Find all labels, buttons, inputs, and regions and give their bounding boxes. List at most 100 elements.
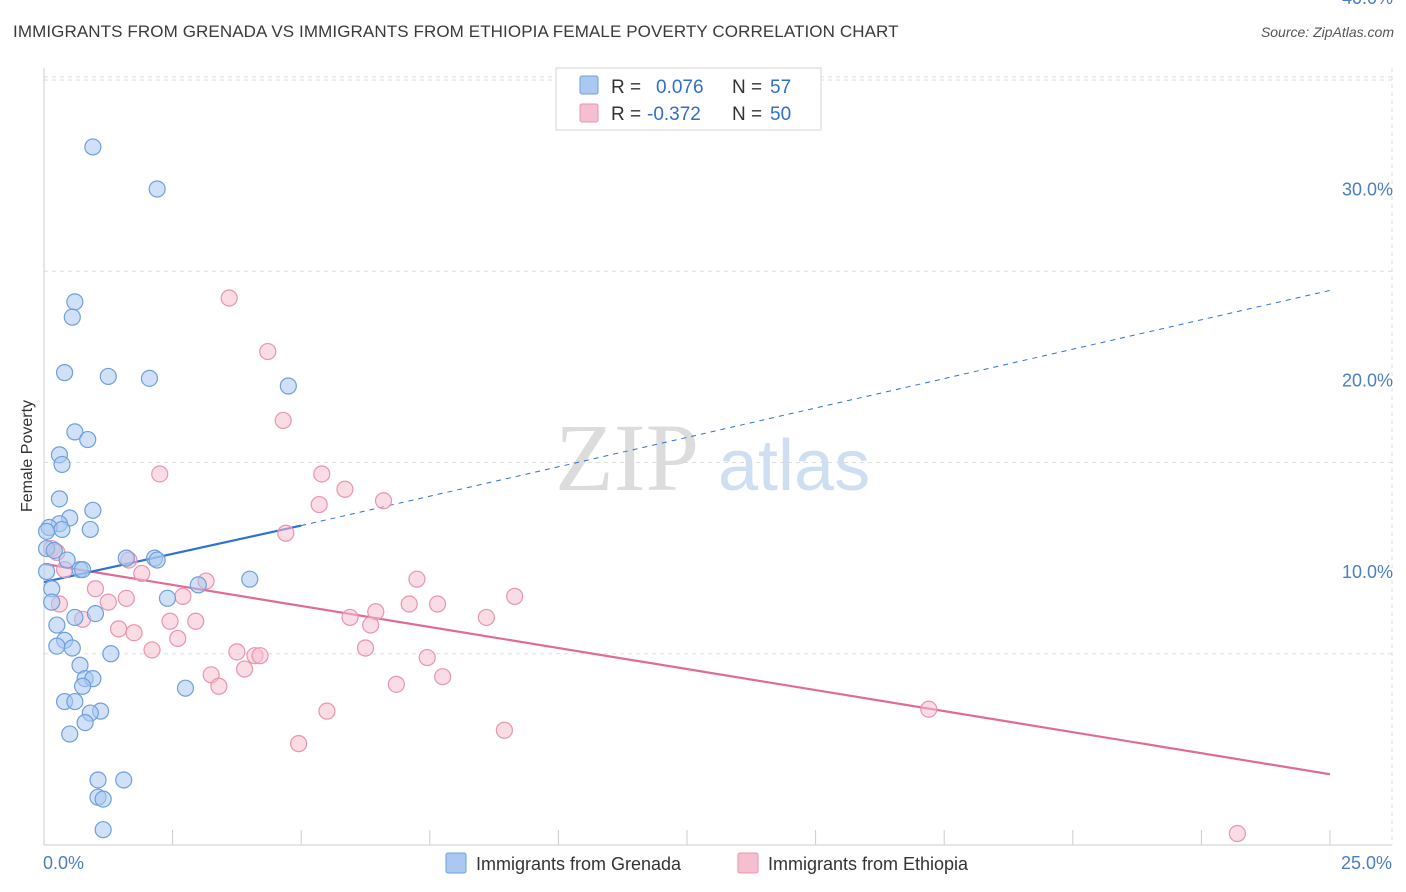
grenada-point-18 <box>53 520 71 539</box>
ethiopia-point-36 <box>228 643 246 661</box>
legend-box <box>555 67 822 131</box>
x-ticks <box>43 830 1331 845</box>
grenada-point-36 <box>48 616 66 634</box>
legend-r-value-grenada: 0.076 <box>656 77 704 98</box>
ethiopia-point-32 <box>125 624 143 642</box>
ethiopia-point-48 <box>290 735 308 753</box>
series-legend-swatch-ethiopia <box>737 852 759 874</box>
grenada-point-51 <box>61 725 79 743</box>
ethiopia-point-27 <box>161 612 179 630</box>
ethiopia-point-16 <box>86 580 105 598</box>
grenada-point-47 <box>66 692 84 711</box>
ethiopia-trend-line <box>43 562 1331 776</box>
grenada-point-53 <box>115 771 133 789</box>
grenada-point-17 <box>37 522 56 540</box>
y-tick-label-30: 30.0% <box>1342 179 1393 199</box>
grenada-point-29 <box>241 570 259 588</box>
legend-n-value-ethiopia: 50 <box>770 104 791 125</box>
grenada-point-56 <box>94 821 112 839</box>
ethiopia-point-39 <box>418 648 436 667</box>
ethiopia-point-31 <box>362 616 380 634</box>
ethiopia-point-47 <box>495 721 513 739</box>
grenada-point-44 <box>73 677 92 695</box>
axes <box>43 68 1392 846</box>
ethiopia-point-6 <box>310 495 328 514</box>
series-legend-swatch-grenada <box>445 852 467 874</box>
grenada-point-7 <box>279 377 297 395</box>
legend-r-label-grenada: R = <box>611 77 641 98</box>
ethiopia-point-43 <box>210 677 228 695</box>
ethiopia-point-22 <box>400 595 418 613</box>
ethiopia-point-23 <box>428 595 447 613</box>
grenada-point-19 <box>81 520 99 539</box>
series-legend: Immigrants from Grenada Immigrants from … <box>445 852 969 874</box>
grenada-point-0 <box>84 138 102 156</box>
ethiopia-point-8 <box>277 524 295 542</box>
grenada-point-26 <box>37 562 56 581</box>
y-tick-label-10: 10.0% <box>1342 562 1393 582</box>
grenada-point-30 <box>189 576 207 594</box>
grenada-point-55 <box>94 790 112 808</box>
grenada-point-8 <box>66 423 84 441</box>
grenada-point-4 <box>55 364 74 382</box>
ethiopia-point-40 <box>236 660 254 678</box>
grenada-point-21 <box>45 541 63 560</box>
ethiopia-point-0 <box>220 289 238 307</box>
ethiopia-point-42 <box>434 668 452 686</box>
y-tick-label-40: 40.0% <box>1342 0 1393 8</box>
watermark-atlas: atlas <box>718 426 870 506</box>
x-tick-label-min: 0.0% <box>43 853 84 873</box>
grenada-point-22 <box>58 551 76 569</box>
ethiopia-point-49 <box>1228 824 1247 843</box>
ethiopia-point-28 <box>187 612 205 630</box>
ethiopia-point-44 <box>387 675 405 693</box>
ethiopia-point-46 <box>318 702 336 720</box>
ethiopia-point-17 <box>174 587 192 605</box>
ethiopia-point-25 <box>341 608 359 627</box>
legend-n-label-ethiopia: N = <box>732 104 762 125</box>
trend-lines <box>43 289 1331 776</box>
grenada-point-9 <box>79 430 97 449</box>
y-tick-label-20: 20.0% <box>1342 371 1393 391</box>
grenada-point-12 <box>50 490 69 508</box>
ethiopia-point-45 <box>920 700 938 718</box>
ethiopia-point-5 <box>336 480 354 498</box>
ethiopia-point-1 <box>259 342 277 361</box>
legend-n-label-grenada: N = <box>732 77 762 98</box>
grenada-point-2 <box>66 293 84 311</box>
grenada-point-50 <box>76 713 94 732</box>
grenada-point-45 <box>176 679 195 697</box>
grenada-point-5 <box>99 367 117 386</box>
grenada-point-3 <box>63 308 81 326</box>
x-tick-label-max: 25.0% <box>1341 853 1392 873</box>
ethiopia-point-26 <box>477 608 495 627</box>
ethiopia-point-12 <box>133 564 151 583</box>
grenada-point-6 <box>140 369 159 387</box>
grenada-point-32 <box>158 589 177 607</box>
y-tick-labels: 10.0% 20.0% 30.0% 40.0% <box>1342 0 1393 582</box>
watermark: ZIP atlas <box>555 404 870 511</box>
ethiopia-point-35 <box>143 641 161 659</box>
ethiopia-point-4 <box>313 465 331 483</box>
legend-r-value-ethiopia: -0.372 <box>647 104 701 125</box>
grenada-point-39 <box>63 639 81 657</box>
grenada-point-52 <box>89 771 107 789</box>
ethiopia-point-20 <box>99 593 117 611</box>
correlation-legend: R = 0.076 N = 57 R = -0.372 N = 50 <box>555 67 822 131</box>
ethiopia-points <box>43 289 1247 843</box>
chart-title: IMMIGRANTS FROM GRENADA VS IMMIGRANTS FR… <box>13 22 899 41</box>
ethiopia-point-15 <box>408 570 426 588</box>
legend-swatch-grenada <box>579 75 599 95</box>
series-legend-label-grenada: Immigrants from Grenada <box>476 854 682 874</box>
y-axis-title: Female Poverty <box>19 400 36 512</box>
ethiopia-point-34 <box>356 639 375 657</box>
gridlines <box>44 68 1393 845</box>
grenada-point-33 <box>43 593 61 611</box>
grenada-point-40 <box>102 645 120 663</box>
grenada-point-35 <box>66 608 84 627</box>
grenada-point-11 <box>53 455 71 474</box>
ethiopia-point-7 <box>374 492 393 510</box>
grenada-point-1 <box>148 180 166 198</box>
ethiopia-point-2 <box>274 411 292 430</box>
